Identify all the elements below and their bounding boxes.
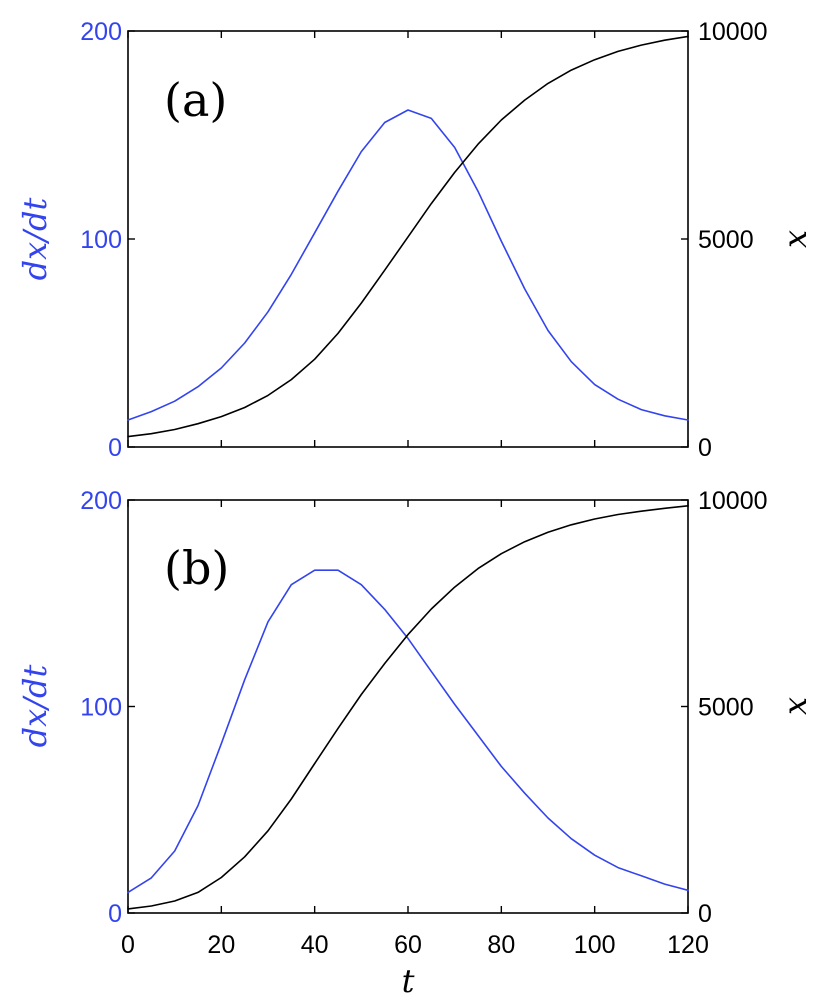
x-tick-label-b-0: 0 (121, 931, 135, 959)
series-line-a-x (127, 35, 689, 438)
y-left-tick-label-a-200: 200 (80, 18, 122, 46)
series-line-b-dxdt (127, 569, 689, 894)
x-axis-label: t (402, 962, 415, 1000)
series-b (127, 504, 689, 910)
series-line-a-dxdt (127, 109, 689, 421)
y-right-tick-label-b-0: 0 (698, 900, 712, 928)
series-line-b-x (127, 504, 689, 910)
y-right-label-a: x (776, 230, 814, 248)
y-left-tick-label-a-100: 100 (80, 226, 122, 254)
x-tick-label-b-60: 60 (394, 931, 422, 959)
y-right-tick-label-a-0: 0 (698, 434, 712, 462)
series-a (127, 35, 689, 438)
x-tick-label-b-80: 80 (487, 931, 515, 959)
y-right-label-b: x (776, 697, 814, 715)
x-tick-label-b-100: 100 (574, 931, 616, 959)
panel-a: 0 100 200 0 5000 10000 (a) dx/dt x (16, 18, 814, 462)
y-left-tick-label-a-0: 0 (108, 434, 122, 462)
y-right-tick-label-b-5000: 5000 (698, 694, 754, 722)
panel-label-b: (b) (164, 541, 229, 595)
ticks-b: 0 20 40 60 80 100 120 0 100 200 0 5000 10000 (80, 487, 767, 959)
y-left-tick-label-b-0: 0 (108, 900, 122, 928)
y-left-tick-label-b-200: 200 (80, 487, 122, 515)
x-tick-label-b-120: 120 (667, 931, 709, 959)
y-right-tick-label-b-10000: 10000 (698, 487, 768, 515)
y-left-label-b: dx/dt (16, 665, 54, 748)
ticks-a: 0 100 200 0 5000 10000 (80, 18, 767, 462)
y-left-label-a: dx/dt (16, 198, 54, 281)
y-right-tick-label-a-10000: 10000 (698, 18, 768, 46)
panel-label-a: (a) (164, 73, 227, 127)
y-right-tick-label-a-5000: 5000 (698, 226, 754, 254)
x-tick-label-b-40: 40 (301, 931, 329, 959)
x-tick-label-b-20: 20 (207, 931, 235, 959)
y-left-tick-label-b-100: 100 (80, 694, 122, 722)
panel-b: 0 20 40 60 80 100 120 0 100 200 0 5000 10000 (b) dx/… (16, 487, 814, 1000)
